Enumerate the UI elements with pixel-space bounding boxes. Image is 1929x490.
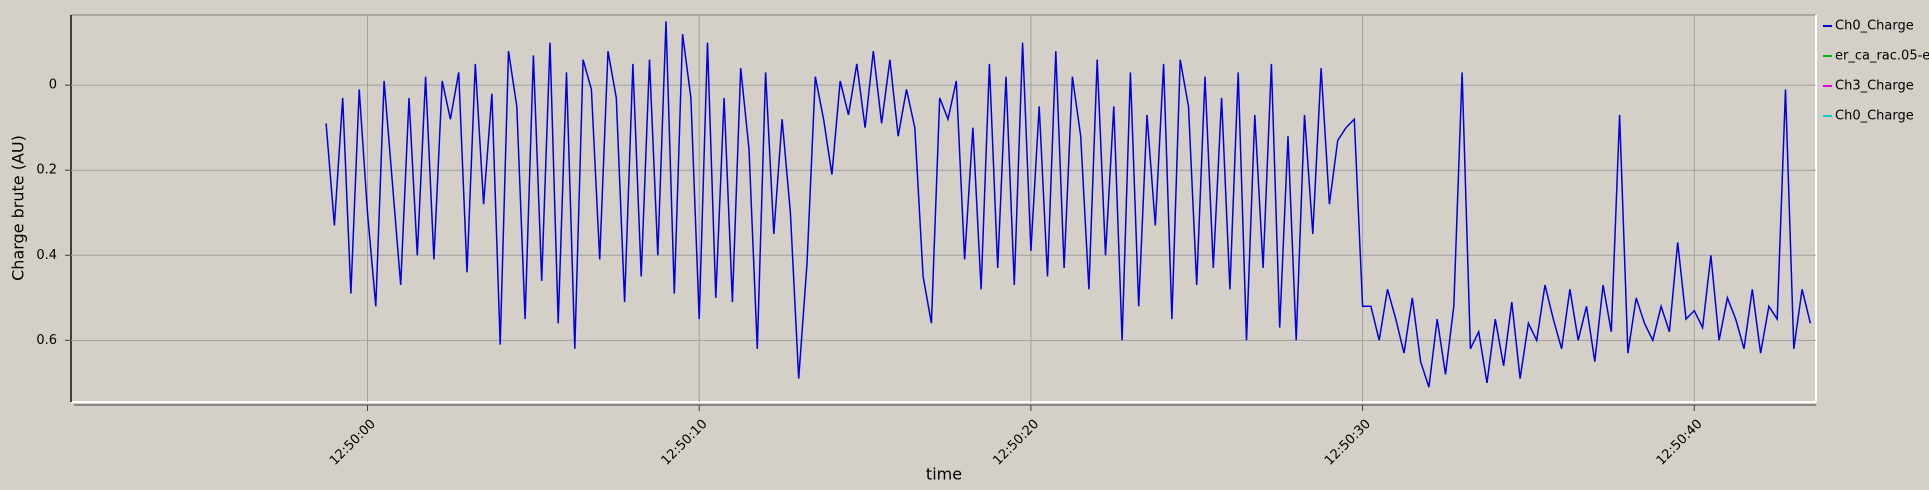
data-line	[325, 21, 1812, 388]
legend-label: Ch3_Charge	[1835, 79, 1914, 94]
legend-label: er_ca_rac.05-e	[1835, 49, 1929, 64]
plot-area	[71, 15, 1816, 402]
y-axis-label: Charge brute (AU)	[9, 135, 28, 281]
y-tick-label: 0.6	[36, 333, 57, 348]
x-axis-label: time	[926, 465, 962, 484]
legend-label: Ch0_Charge	[1835, 109, 1914, 124]
legend-label: Ch0_Charge	[1835, 19, 1914, 34]
y-tick-label: 0.4	[36, 248, 57, 263]
y-tick-label: 0.2	[36, 163, 57, 178]
y-tick-label: 0	[49, 78, 57, 93]
